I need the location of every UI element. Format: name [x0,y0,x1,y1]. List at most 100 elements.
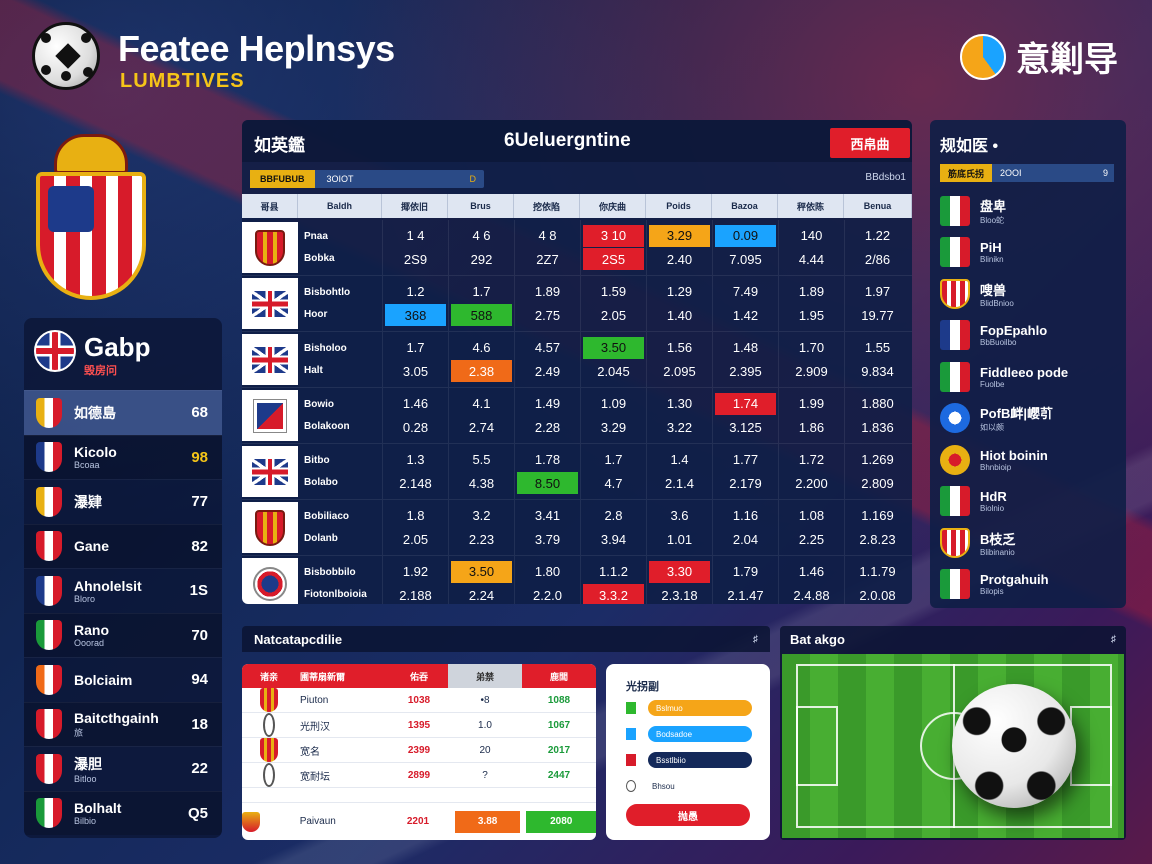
odds-value[interactable]: 1.89 [534,284,561,300]
odds-value[interactable]: 1.269 [861,452,894,468]
odds-value[interactable]: 2.148 [399,475,432,491]
odds-value[interactable]: 2.24 [468,587,495,603]
odds-value[interactable]: 1.7 [406,340,425,356]
team-list-item[interactable]: Hiot boinin Bhnbioip [930,439,1126,481]
odds-row[interactable]: Bitbo Bolabo 1.3 2.148 5.5 4.38 1.78 8.50 1.7 4.7… [242,444,912,500]
odds-value[interactable]: 2.40 [666,251,693,267]
odds-value[interactable]: 3.22 [666,419,693,435]
odds-value[interactable]: 1.70 [798,340,825,356]
odds-panel-red-button[interactable]: 西帛曲 [830,128,910,158]
bet-slip-line[interactable]: Bhsou [626,778,752,794]
odds-value[interactable]: 2.38 [451,360,512,383]
odds-value[interactable]: 1.42 [732,307,759,323]
odds-value[interactable]: 1.97 [864,284,891,300]
odds-value[interactable]: 3.41 [534,508,561,524]
odds-column-header[interactable]: 你庆曲 [580,194,646,218]
odds-value[interactable]: 3.50 [451,560,512,583]
odds-value[interactable]: 7.49 [732,284,759,300]
sidebar-item[interactable]: Kicolo Bcoaa 98 [24,434,222,479]
odds-column-header[interactable]: 挖依陷 [514,194,580,218]
sidebar-item[interactable]: 瀑胆 Bitloo 22 [24,746,222,791]
odds-value[interactable]: 2.28 [534,419,561,435]
odds-value[interactable]: 1.55 [864,340,891,356]
odds-column-header[interactable]: Baldh [298,194,382,218]
odds-value[interactable]: 1.8 [406,508,425,524]
odds-value[interactable]: 8.50 [517,472,578,495]
odds-value[interactable]: 1.40 [666,307,693,323]
odds-value[interactable]: 3.94 [600,531,627,547]
standings-row[interactable]: Piuton 1038 •8 1088 [242,688,596,713]
odds-column-header[interactable]: 揶依旧 [382,194,448,218]
odds-value[interactable]: 3.50 [583,336,644,359]
team-list-item[interactable]: 嗖兽 BlidBnioo [930,273,1126,315]
odds-value[interactable]: 3.2 [472,508,491,524]
odds-value[interactable]: 2.23 [468,531,495,547]
odds-value[interactable]: 1 4 [406,228,425,244]
odds-value[interactable]: 3.05 [402,363,429,379]
odds-value[interactable]: 1.169 [861,508,894,524]
odds-value[interactable]: 2.05 [402,531,429,547]
sidebar-item[interactable]: 瀑肄 77 [24,479,222,524]
teams-filter-dropdown[interactable]: 筋底氏拐 2OOI 9 [940,164,1114,182]
odds-value[interactable]: 1.46 [402,396,429,412]
bet-slip-line[interactable]: Bodsadoe [626,726,752,742]
standings-row[interactable]: 光刑汉 1395 1.0 1067 [242,713,596,738]
odds-value[interactable]: 2.179 [729,475,762,491]
brand[interactable]: 意剿导 [960,32,1118,81]
odds-value[interactable]: 7.095 [729,251,762,267]
settings-icon[interactable]: ♯ [753,633,758,645]
odds-value[interactable]: 1.79 [732,564,759,580]
standings-column-header[interactable]: 弟禁 [448,664,522,688]
odds-value[interactable]: 4.57 [534,340,561,356]
odds-value[interactable]: 4.44 [798,251,825,267]
odds-value[interactable]: 2Z7 [536,251,559,267]
odds-value[interactable]: 1.78 [534,452,561,468]
odds-value[interactable]: 3.29 [649,224,710,247]
odds-value[interactable]: 0.28 [402,419,429,435]
bet-slip-button[interactable]: 抛愚 [626,804,750,826]
odds-value[interactable]: 1.99 [798,396,825,412]
odds-value[interactable]: 1.2 [406,284,425,300]
odds-value[interactable]: 2.809 [861,475,894,491]
odds-value[interactable]: 1.01 [666,531,693,547]
odds-value[interactable]: 1.56 [666,340,693,356]
odds-value[interactable]: 2.3.18 [661,587,698,603]
odds-value[interactable]: 3.29 [600,419,627,435]
odds-value[interactable]: 0.09 [715,224,776,247]
odds-value[interactable]: 2.909 [795,363,828,379]
odds-value[interactable]: 1.1.2 [599,564,628,580]
team-list-item[interactable]: 盘卑 Bloo蛇 [930,190,1126,232]
sidebar-item[interactable]: Bolhalt Bilbio Q5 [24,790,222,835]
odds-value[interactable]: 4 6 [472,228,491,244]
standings-column-header[interactable]: 鹿閭 [522,664,596,688]
odds-value[interactable]: 2.200 [795,475,828,491]
odds-value[interactable]: 1.29 [666,284,693,300]
odds-value[interactable]: 1.1.79 [859,564,896,580]
sidebar-item[interactable]: Bolciaim 94 [24,657,222,702]
odds-value[interactable]: 1.48 [732,340,759,356]
odds-value[interactable]: 4 8 [538,228,557,244]
team-list-item[interactable]: FopEpahlo BbBuoilbo [930,315,1126,357]
odds-value[interactable]: 2.188 [399,587,432,603]
odds-value[interactable]: 1.22 [864,228,891,244]
odds-value[interactable]: 2S5 [583,248,644,271]
soccer-ball-logo-icon[interactable] [32,22,100,90]
odds-value[interactable]: 1.08 [798,508,825,524]
odds-value[interactable]: 4.1 [472,396,491,412]
odds-value[interactable]: 3.79 [534,531,561,547]
odds-value[interactable]: 3.3.2 [583,584,644,604]
odds-value[interactable]: 1.880 [861,396,894,412]
odds-filter-dropdown[interactable]: BBFUBUB 3OIOT D [250,170,484,188]
odds-value[interactable]: 2.74 [468,419,495,435]
odds-value[interactable]: 1.77 [732,452,759,468]
standings-column-header[interactable]: 诸亲 [242,664,296,688]
odds-column-header[interactable]: Bazoa [712,194,778,218]
odds-value[interactable]: 3.6 [670,508,689,524]
odds-value[interactable]: 2.1.47 [727,587,764,603]
odds-value[interactable]: 2.045 [597,363,630,379]
odds-row[interactable]: Bisbohtlo Hoor 1.2 368 1.7 588 1.89 2.75 1.59 2.0… [242,276,912,332]
odds-column-header[interactable]: Benua [844,194,912,218]
settings-icon[interactable]: ♯ [1111,633,1116,645]
standings-column-header[interactable]: 佑吞 [390,664,448,688]
standings-column-header[interactable]: 圃蒂扇新爾 [296,664,390,688]
